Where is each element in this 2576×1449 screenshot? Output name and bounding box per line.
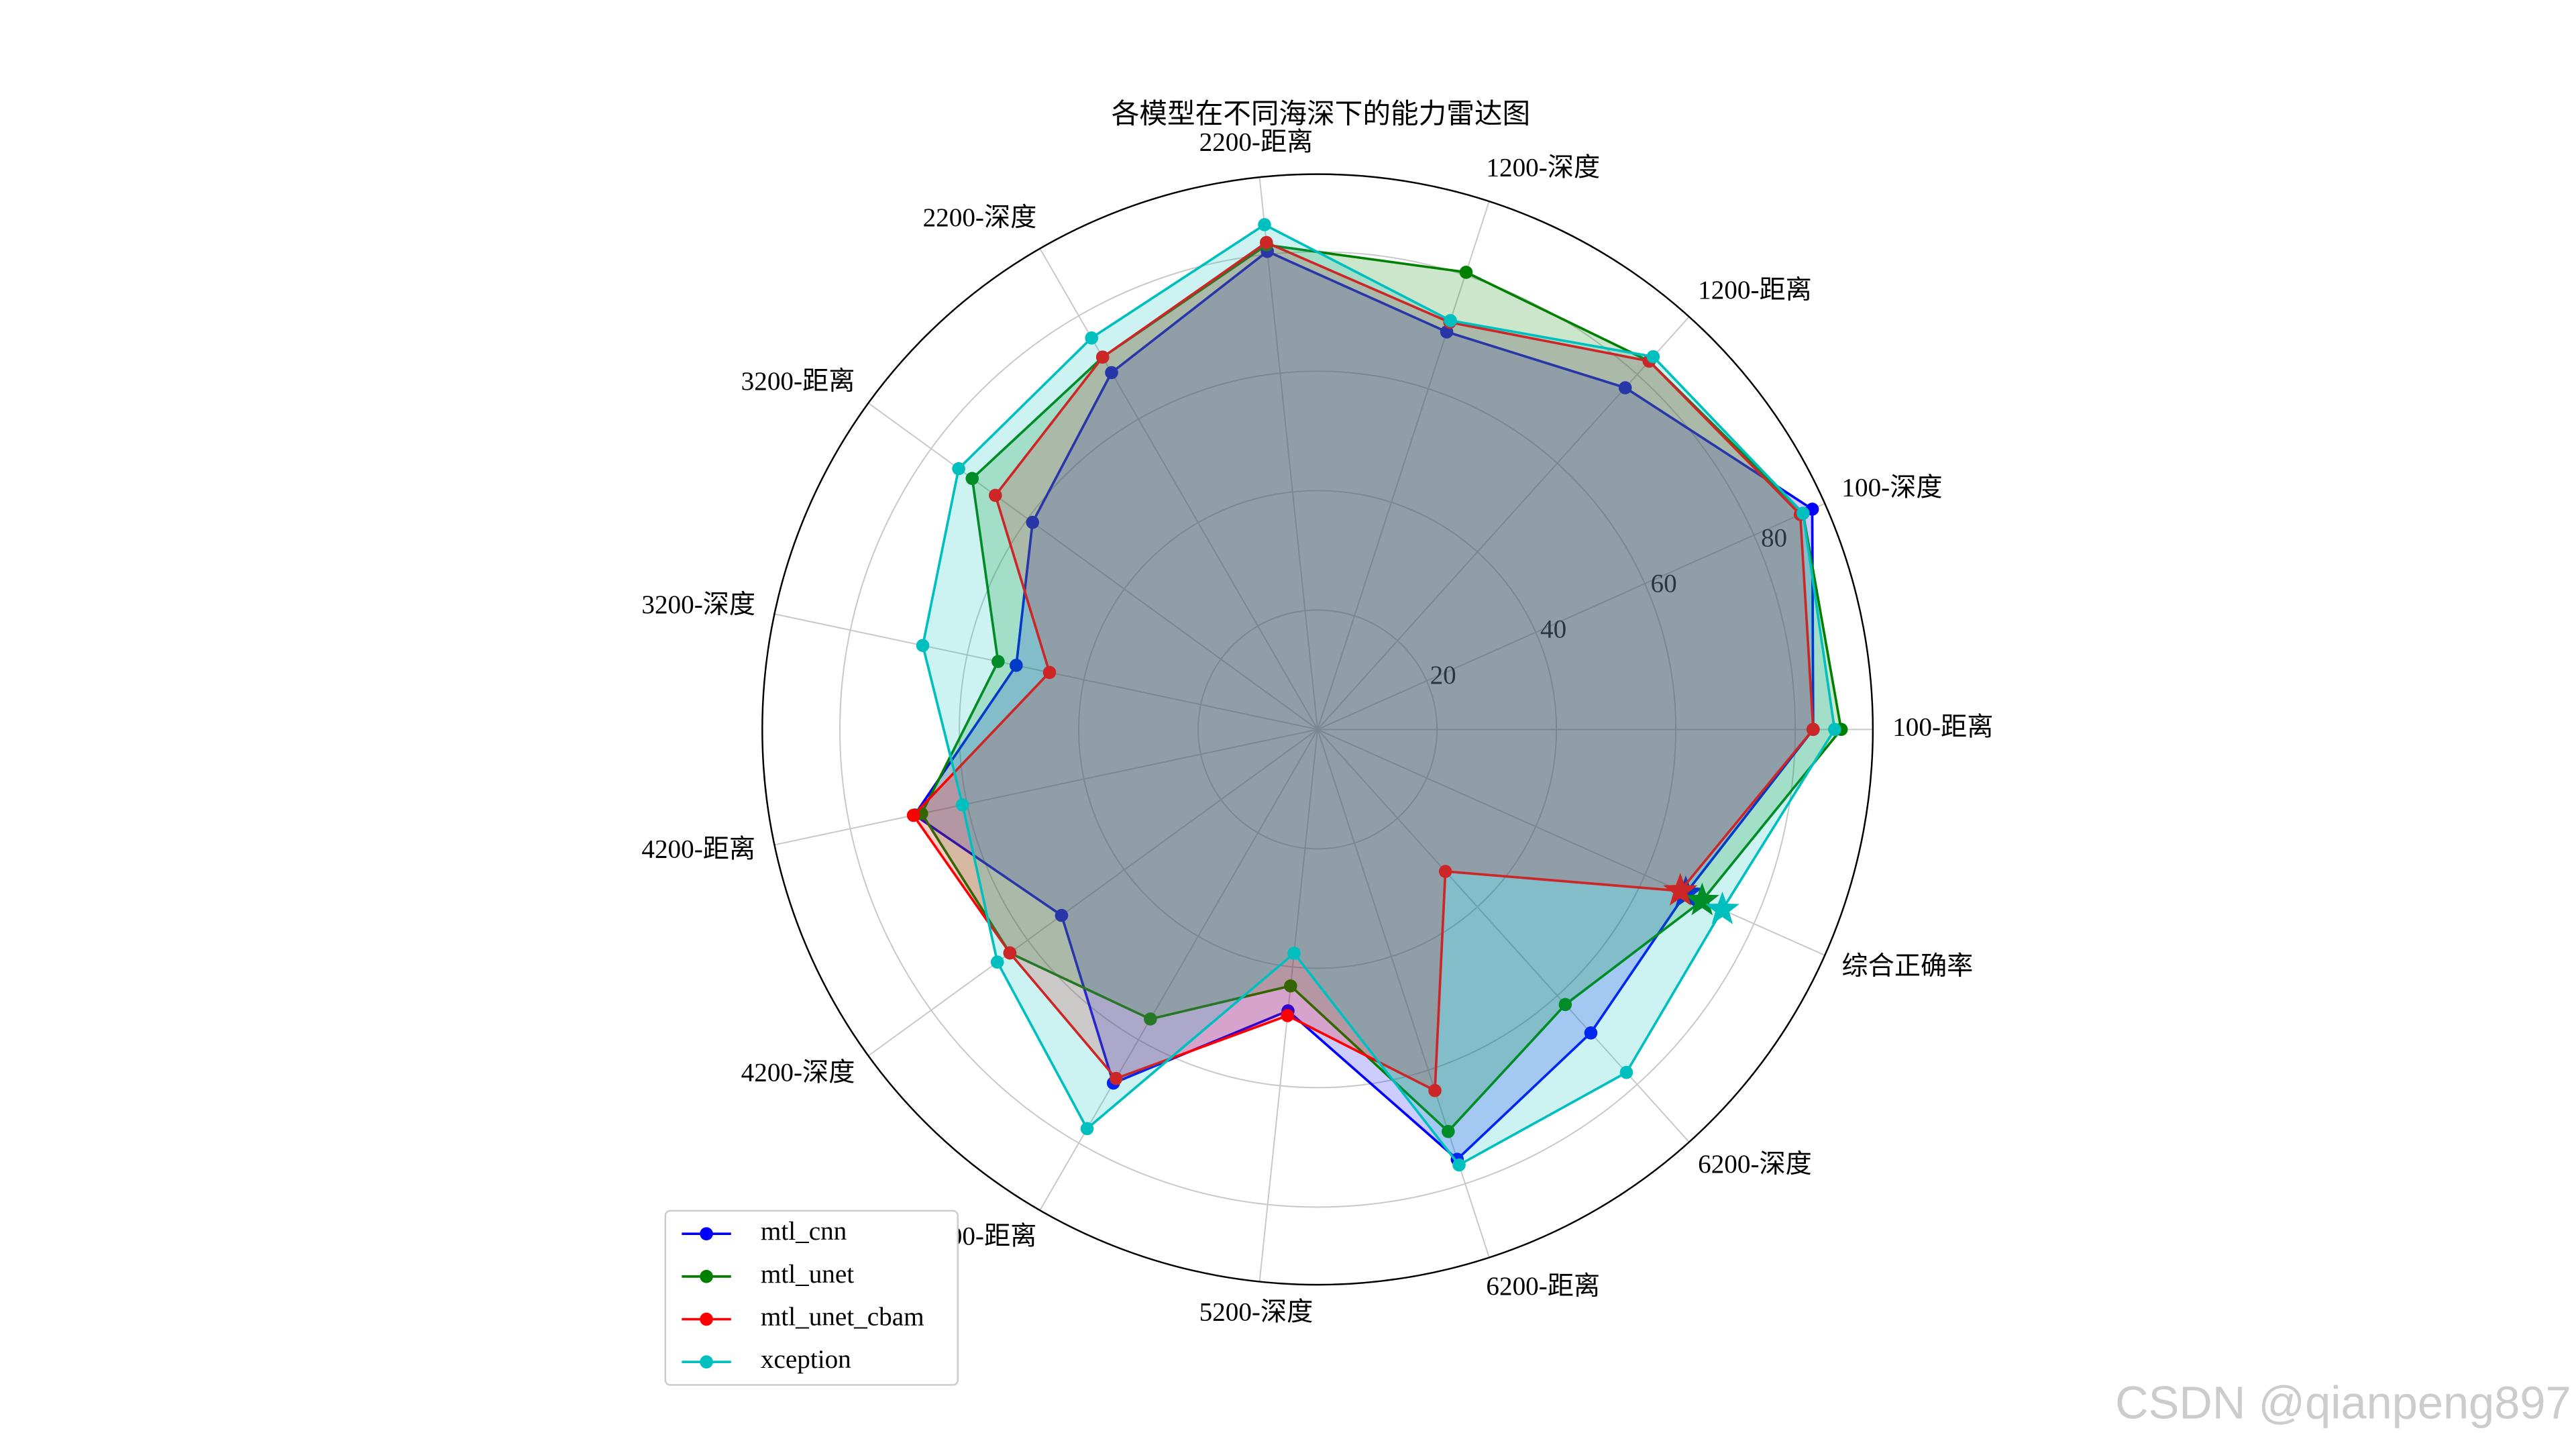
watermark: CSDN @qianpeng897 xyxy=(2115,1377,2571,1428)
point xyxy=(1428,1083,1442,1097)
point xyxy=(1558,998,1572,1012)
spoke xyxy=(1317,729,1825,956)
point xyxy=(1281,1009,1295,1022)
point xyxy=(1003,946,1017,960)
chart-title: 各模型在不同海深下的能力雷达图 xyxy=(1112,98,1530,129)
category-label: 2200-距离 xyxy=(1199,127,1313,156)
spoke xyxy=(1317,502,1825,731)
point xyxy=(988,488,1002,502)
point xyxy=(1258,218,1271,231)
point xyxy=(1618,381,1632,394)
point xyxy=(1055,908,1069,922)
star-marker xyxy=(1705,892,1739,924)
point xyxy=(916,639,930,653)
spoke xyxy=(867,729,1318,1057)
point xyxy=(1080,1122,1094,1136)
category-label: 1200-深度 xyxy=(1486,154,1600,182)
point xyxy=(1619,1065,1633,1079)
series-area xyxy=(913,242,1813,1091)
category-label: 2200-深度 xyxy=(923,203,1037,232)
category-label: 1200-距离 xyxy=(1698,276,1812,305)
spoke xyxy=(774,729,1318,846)
series-area xyxy=(921,245,1841,1132)
point xyxy=(1010,659,1023,672)
legend-label: mtl_unet_cbam xyxy=(761,1303,924,1332)
series-line xyxy=(912,241,1815,1093)
point xyxy=(955,798,969,812)
r-tick-label: 80 xyxy=(1761,523,1787,552)
legend-marker xyxy=(700,1227,713,1240)
point xyxy=(1807,722,1820,737)
point xyxy=(952,462,965,476)
spoke xyxy=(1317,201,1490,730)
legend-label: mtl_cnn xyxy=(761,1217,847,1246)
category-label: 3200-深度 xyxy=(641,590,755,619)
point xyxy=(1284,979,1297,993)
point xyxy=(906,808,920,822)
outer-circle xyxy=(761,173,1874,1286)
legend-label: xception xyxy=(761,1345,851,1374)
series-line xyxy=(912,250,1815,1161)
series-area xyxy=(922,225,1835,1165)
point xyxy=(1109,1071,1123,1085)
series-area xyxy=(914,251,1813,1160)
point xyxy=(1085,331,1098,345)
point xyxy=(1459,266,1473,279)
point xyxy=(1095,350,1110,364)
spoke xyxy=(867,402,1318,731)
r-tick-label: 40 xyxy=(1540,615,1566,644)
r-tick-label: 60 xyxy=(1651,570,1677,598)
star-marker xyxy=(1663,873,1698,906)
point xyxy=(991,655,1005,668)
point xyxy=(990,955,1004,969)
star-marker xyxy=(1684,882,1719,916)
point xyxy=(1442,1124,1455,1138)
category-label: 4200-距离 xyxy=(641,835,755,864)
category-label: 100-距离 xyxy=(1892,712,1993,741)
point xyxy=(1584,1026,1598,1040)
point xyxy=(1105,366,1118,380)
point xyxy=(1796,506,1810,520)
legend-box xyxy=(664,1210,959,1386)
point xyxy=(1452,1158,1466,1172)
category-label: 5200-深度 xyxy=(1199,1297,1313,1326)
legend-marker xyxy=(700,1270,713,1283)
point xyxy=(1438,865,1452,878)
legend-label: mtl_unet xyxy=(761,1260,854,1289)
category-label: 4200-深度 xyxy=(741,1059,855,1087)
point xyxy=(965,472,979,486)
legend-marker xyxy=(700,1312,713,1326)
category-label: 综合正确率 xyxy=(1841,952,1973,981)
point xyxy=(1828,722,1841,737)
point xyxy=(1026,515,1040,529)
spoke xyxy=(1258,177,1319,730)
series-line xyxy=(921,223,1836,1167)
series-line xyxy=(920,244,1843,1134)
point xyxy=(1646,350,1660,364)
point xyxy=(1144,1012,1157,1026)
spoke xyxy=(1039,248,1318,730)
r-tick-label: 20 xyxy=(1430,661,1456,690)
point xyxy=(1444,314,1457,327)
category-label: 6200-距离 xyxy=(1486,1272,1600,1301)
point xyxy=(1287,947,1301,960)
point xyxy=(1042,665,1057,680)
category-label: 3200-距离 xyxy=(741,367,855,396)
point xyxy=(1259,235,1273,250)
category-label: 6200-深度 xyxy=(1698,1150,1812,1179)
category-label: 100-深度 xyxy=(1841,474,1942,502)
legend-marker xyxy=(700,1355,713,1368)
